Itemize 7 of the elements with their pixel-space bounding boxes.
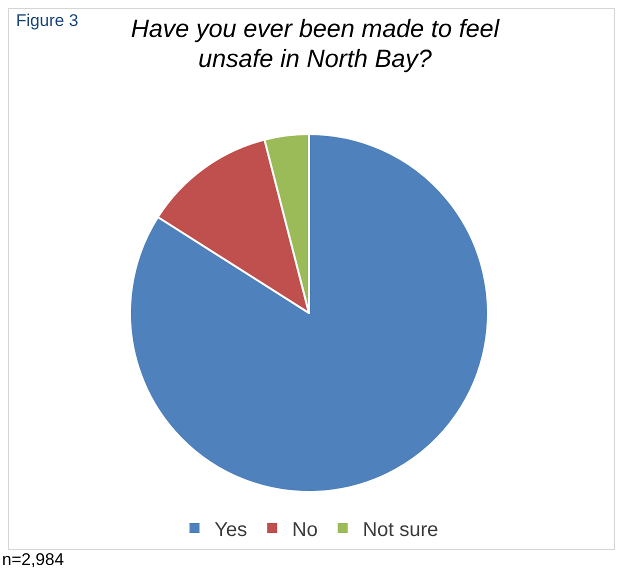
caption: Figure 3 (16, 11, 78, 31)
legend-label: Yes (214, 518, 248, 541)
pie-slice (129, 133, 489, 493)
legend-label: No (292, 518, 318, 541)
chart-title: Have you ever been made to feel unsafe in North Bay? (130, 14, 501, 74)
legend-label: Not sure (362, 518, 438, 541)
text: n=2,984 (2, 550, 64, 570)
